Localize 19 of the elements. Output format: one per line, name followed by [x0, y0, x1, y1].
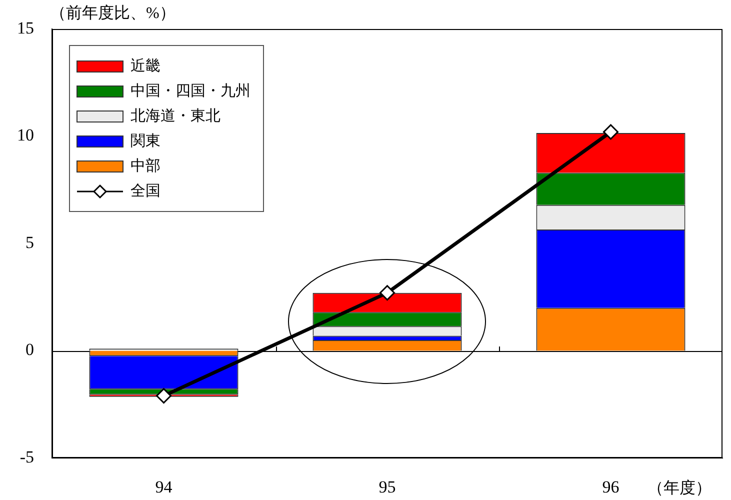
legend-label: 全国	[130, 182, 160, 200]
legend-label: 北海道・東北	[130, 107, 220, 124]
y-tick-label: 0	[26, 340, 34, 360]
x-tick-label: 96	[602, 478, 620, 497]
legend-label: 中部	[130, 157, 160, 174]
point	[603, 124, 618, 140]
legend-label: 中国・四国・九州	[130, 82, 250, 100]
y-tick-label: 10	[17, 126, 34, 145]
point	[156, 388, 172, 404]
y-tick-label: -5	[20, 447, 34, 466]
y-tick-label: 15	[17, 18, 34, 38]
point	[380, 285, 395, 301]
legend-label: 近畿	[130, 57, 160, 74]
legend-label: 関東	[130, 132, 160, 150]
y-axis-title: （前年度比、%）	[50, 4, 176, 24]
x-tick-label: 94	[155, 478, 173, 497]
x-tick-label: 95	[378, 478, 396, 497]
x-axis-title: （年度）	[648, 479, 712, 499]
y-tick-label: 5	[26, 232, 34, 252]
